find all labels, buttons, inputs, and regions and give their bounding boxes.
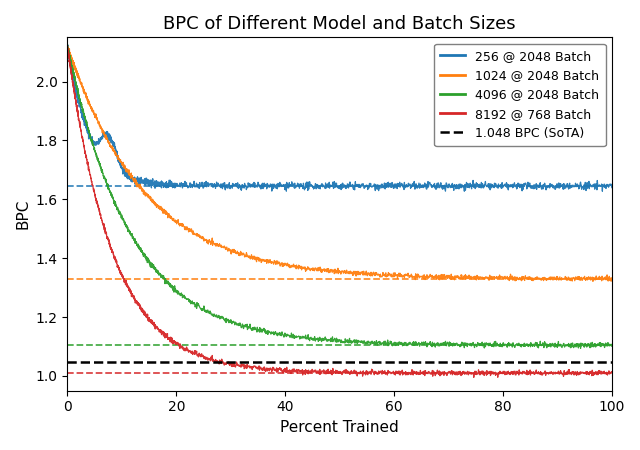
X-axis label: Percent Trained: Percent Trained: [280, 420, 399, 435]
Title: BPC of Different Model and Batch Sizes: BPC of Different Model and Batch Sizes: [163, 15, 516, 33]
Legend: 256 @ 2048 Batch, 1024 @ 2048 Batch, 4096 @ 2048 Batch, 8192 @ 768 Batch, 1.048 : 256 @ 2048 Batch, 1024 @ 2048 Batch, 409…: [434, 44, 605, 146]
Y-axis label: BPC: BPC: [15, 199, 30, 229]
